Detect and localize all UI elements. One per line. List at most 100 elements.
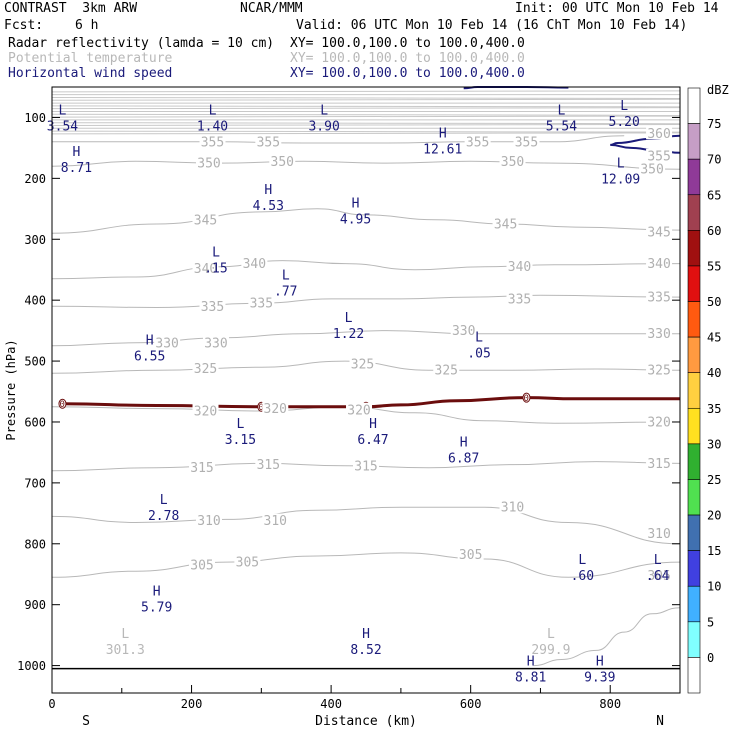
theta-label-350: 350 bbox=[271, 155, 294, 170]
colorbar-tick-label: 0 bbox=[707, 651, 714, 665]
theta-label-315: 315 bbox=[257, 458, 280, 473]
theta-label-bg bbox=[433, 363, 460, 377]
upper-theta-line bbox=[51, 130, 681, 133]
colorbar-segment bbox=[687, 585, 701, 623]
theta-label-bg bbox=[349, 357, 376, 371]
theta-label-350: 350 bbox=[640, 163, 663, 178]
theta-label-bg bbox=[646, 256, 673, 270]
theta-contour-320 bbox=[51, 406, 681, 424]
wind-extremum-high: H bbox=[596, 655, 604, 670]
theta-label-345: 345 bbox=[647, 225, 670, 240]
theta-label-bg bbox=[646, 414, 673, 428]
colorbar-tick-label: 30 bbox=[707, 437, 721, 451]
plot-frame bbox=[51, 86, 681, 694]
theta-label-bg bbox=[196, 513, 222, 527]
wind-extremum-value: 3.90 bbox=[308, 119, 339, 134]
wind-extremum-low: L bbox=[345, 311, 353, 326]
colorbar-segment bbox=[687, 479, 701, 516]
colorbar-tick-label: 75 bbox=[707, 117, 721, 131]
wind-extremum-low: L bbox=[320, 103, 328, 118]
freezing-level-label: 0 bbox=[59, 400, 64, 410]
upper-theta-line bbox=[51, 122, 681, 125]
theta-label-bg bbox=[189, 460, 216, 474]
theta-label-335: 335 bbox=[647, 291, 670, 306]
colorbar-segment bbox=[687, 657, 701, 694]
endpoint-right: N bbox=[656, 714, 664, 729]
theta-contour-330 bbox=[51, 330, 680, 347]
theta-extremum-low: L bbox=[121, 627, 129, 642]
y-axis-label: Pressure (hPa) bbox=[4, 339, 18, 440]
upper-theta-line bbox=[51, 123, 681, 126]
theta-label-320: 320 bbox=[264, 402, 287, 417]
colorbar-tick-label: 35 bbox=[707, 402, 721, 416]
wind-extremum-low: L bbox=[578, 553, 586, 568]
theta-label-bg bbox=[492, 217, 519, 231]
theta-label-330: 330 bbox=[647, 327, 670, 342]
wind-extremum-high: H bbox=[362, 627, 370, 642]
theta-extremum-low: L bbox=[547, 627, 555, 642]
center-label: NCAR/MMM bbox=[240, 1, 303, 16]
theta-label-355: 355 bbox=[515, 135, 538, 150]
colorbar-tick-label: 15 bbox=[707, 544, 721, 558]
init-time: Init: 00 UTC Mon 10 Feb 14 bbox=[515, 1, 719, 16]
theta-label-310: 310 bbox=[264, 514, 287, 529]
wind-extremum-value: 4.53 bbox=[253, 199, 284, 214]
wind-extremum-value: 6.47 bbox=[357, 433, 388, 448]
theta-label-330: 330 bbox=[452, 324, 475, 339]
wind-extremum-high: H bbox=[369, 417, 377, 432]
wind-extremum-high: H bbox=[146, 334, 154, 349]
theta-label-bg bbox=[269, 154, 296, 168]
theta-extremum-value: 301.3 bbox=[106, 643, 145, 658]
wind-extremum-value: 1.40 bbox=[197, 119, 228, 134]
freezing-level-marker bbox=[522, 392, 531, 403]
wind-extremum-value: 1.22 bbox=[333, 327, 364, 342]
wind-extremum-high: H bbox=[264, 183, 272, 198]
endpoint-left: S bbox=[82, 714, 90, 729]
theta-label-bg bbox=[646, 126, 673, 140]
theta-label-bg bbox=[192, 212, 219, 226]
wind-extremum-value: 8.52 bbox=[350, 643, 381, 658]
theta-label-315: 315 bbox=[190, 461, 213, 476]
theta-label-355: 355 bbox=[201, 135, 224, 150]
x-tick-label: 400 bbox=[320, 697, 342, 711]
colorbar-tick-label: 10 bbox=[707, 580, 721, 594]
wind-extremum-low: L bbox=[212, 245, 220, 260]
colorbar-tick-label: 25 bbox=[707, 473, 721, 487]
wind-extremum-value: .77 bbox=[274, 284, 297, 299]
theta-label-305: 305 bbox=[459, 548, 482, 563]
upper-theta-line bbox=[51, 105, 681, 108]
x-axis-label: Distance (km) bbox=[315, 714, 417, 729]
forecast-value: 6 h bbox=[75, 18, 99, 33]
theta-label-bg bbox=[189, 558, 216, 572]
theta-label-355: 355 bbox=[257, 135, 280, 150]
colorbar-segment bbox=[687, 443, 701, 480]
colorbar-tick-label: 20 bbox=[707, 509, 721, 523]
upper-theta-line bbox=[51, 107, 681, 110]
theta-label-bg bbox=[199, 299, 226, 313]
wind-extremum-value: .60 bbox=[571, 569, 594, 584]
theta-label-305: 305 bbox=[236, 556, 259, 571]
wind-extremum-value: 2.78 bbox=[148, 509, 179, 524]
theta-label-340: 340 bbox=[647, 257, 670, 272]
upper-theta-line bbox=[51, 96, 681, 99]
freezing-level-label: 0 bbox=[523, 394, 528, 404]
colorbar-tick-label: 60 bbox=[707, 224, 721, 238]
theta-contour-335 bbox=[51, 294, 681, 309]
theta-label-310: 310 bbox=[647, 527, 670, 542]
wind-extremum-value: 8.81 bbox=[515, 671, 546, 686]
y-tick-label: 1000 bbox=[17, 659, 46, 673]
y-tick-label: 300 bbox=[24, 233, 46, 247]
wind-extremum-low: L bbox=[654, 553, 662, 568]
theta-label-bg bbox=[353, 458, 379, 472]
theta-label-310: 310 bbox=[501, 501, 524, 516]
wind-extremum-value: 8.71 bbox=[61, 161, 92, 176]
theta-label-bg bbox=[646, 526, 673, 540]
colorbar-segment bbox=[687, 336, 701, 374]
theta-label-bg bbox=[506, 291, 533, 305]
wind-extremum-value: 4.95 bbox=[340, 213, 371, 228]
wind-extremum-value: 12.09 bbox=[601, 172, 640, 187]
theta-label-315: 315 bbox=[647, 457, 670, 472]
colorbar-segment bbox=[687, 372, 701, 409]
wind-extremum-low: L bbox=[617, 156, 625, 171]
theta-label-360: 360 bbox=[647, 127, 670, 142]
